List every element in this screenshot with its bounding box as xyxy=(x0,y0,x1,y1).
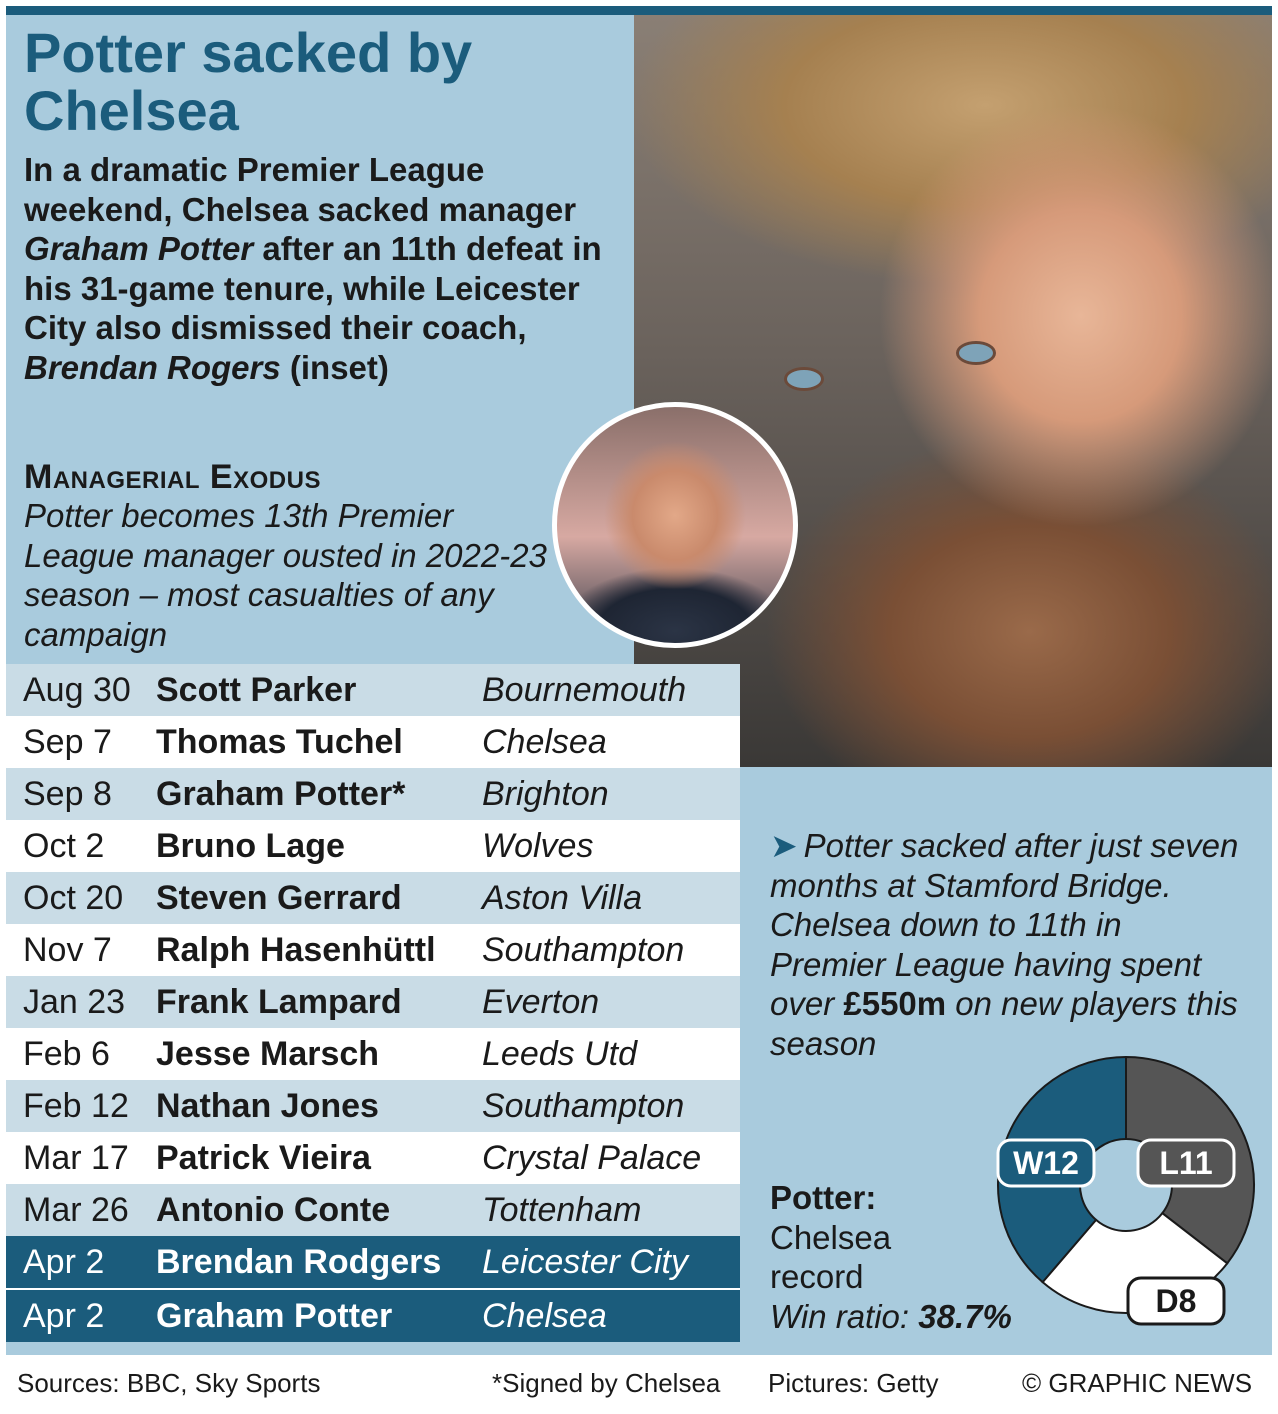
win-ratio-value: 38.7% xyxy=(918,1297,1012,1335)
table-row: Feb 6 Jesse Marsch Leeds Utd xyxy=(6,1028,740,1080)
date-cell: Apr 2 xyxy=(23,1297,105,1335)
photo-eye-left xyxy=(784,367,824,391)
win-ratio: Win ratio: 38.7% xyxy=(770,1297,1050,1337)
manager-cell: Steven Gerrard xyxy=(156,879,402,917)
manager-cell: Nathan Jones xyxy=(156,1087,379,1125)
win-ratio-label: Win ratio: xyxy=(770,1297,919,1335)
footer-sources: Sources: BBC, Sky Sports xyxy=(17,1368,321,1398)
table-row: Sep 8 Graham Potter* Brighton xyxy=(6,768,740,820)
date-cell: Oct 20 xyxy=(23,879,124,917)
rodgers-inset-photo xyxy=(552,402,798,648)
section-text: Potter becomes 13th Premier League manag… xyxy=(24,497,547,653)
date-cell: Aug 30 xyxy=(23,671,131,709)
intro-part-3: (inset) xyxy=(280,348,389,386)
date-cell: Mar 17 xyxy=(23,1139,129,1177)
intro-potter-name: Graham Potter xyxy=(24,230,254,268)
manager-cell: Graham Potter xyxy=(156,1297,393,1335)
club-cell: Chelsea xyxy=(482,723,607,761)
note-amount: £550m xyxy=(843,985,947,1023)
footer-credit: © GRAPHIC NEWS xyxy=(1022,1368,1253,1398)
record-donut-chart: W12 L11 D8 xyxy=(996,1055,1255,1326)
date-cell: Feb 6 xyxy=(23,1035,110,1073)
manager-cell: Patrick Vieira xyxy=(156,1139,371,1177)
donut-label-text: D8 xyxy=(1156,1283,1197,1319)
top-rule xyxy=(6,6,1272,15)
club-cell: Bournemouth xyxy=(482,671,687,709)
intro-text: In a dramatic Premier League weekend, Ch… xyxy=(24,150,624,388)
intro-part-1: In a dramatic Premier League weekend, Ch… xyxy=(24,151,577,228)
donut-label-text: W12 xyxy=(1013,1145,1079,1181)
intro-rogers-name: Brendan Rogers xyxy=(24,348,281,386)
potter-photo xyxy=(634,15,1272,767)
club-cell: Leeds Utd xyxy=(482,1035,637,1073)
club-cell: Southampton xyxy=(482,931,685,969)
manager-cell: Thomas Tuchel xyxy=(156,723,403,761)
table-row: Mar 17 Patrick Vieira Crystal Palace xyxy=(6,1132,740,1184)
date-cell: Oct 2 xyxy=(23,827,105,865)
note-part-2: on new players this season xyxy=(770,985,1238,1062)
table-row: Feb 12 Nathan Jones Southampton xyxy=(6,1080,740,1132)
table-row: Jan 23 Frank Lampard Everton xyxy=(6,976,740,1028)
date-cell: Nov 7 xyxy=(23,931,112,969)
table-row: Mar 26 Antonio Conte Tottenham xyxy=(6,1184,740,1236)
date-cell: Sep 8 xyxy=(23,775,112,813)
club-cell: Everton xyxy=(482,983,600,1021)
club-cell: Brighton xyxy=(482,775,609,813)
club-cell: Crystal Palace xyxy=(482,1139,702,1177)
donut-label-d: D8 xyxy=(1126,1276,1226,1326)
date-cell: Feb 12 xyxy=(23,1087,129,1125)
manager-cell: Brendan Rodgers xyxy=(156,1243,442,1281)
club-cell: Southampton xyxy=(482,1087,685,1125)
note-part-1: Potter sacked after just seven months at… xyxy=(770,827,1239,1023)
photo-eye-right xyxy=(956,341,996,365)
donut-label-text: L11 xyxy=(1159,1145,1212,1181)
table-row: Oct 20 Steven Gerrard Aston Villa xyxy=(6,872,740,924)
table-row: Nov 7 Ralph Hasenhüttl Southampton xyxy=(6,924,740,976)
manager-cell: Jesse Marsch xyxy=(156,1035,380,1073)
club-cell: Wolves xyxy=(482,827,594,865)
footer-pictures: Pictures: Getty xyxy=(768,1368,939,1398)
table-row: Apr 2 Brendan Rodgers Leicester City xyxy=(6,1236,740,1288)
intro-part-2: after an 11th defeat in his 31-game tenu… xyxy=(24,230,602,347)
date-cell: Mar 26 xyxy=(23,1191,129,1229)
table-row: Aug 30 Scott Parker Bournemouth xyxy=(6,664,740,716)
record-title: Potter: xyxy=(770,1179,877,1216)
club-cell: Chelsea xyxy=(482,1297,607,1335)
table-row: Apr 2 Graham Potter Chelsea xyxy=(6,1288,740,1342)
club-cell: Aston Villa xyxy=(482,879,643,917)
record-text: Potter: Chelsea record Win ratio: 38.7% xyxy=(770,1178,1050,1336)
manager-cell: Antonio Conte xyxy=(156,1191,391,1229)
note-text: ➤ Potter sacked after just seven months a… xyxy=(770,826,1240,1064)
donut-label-l: L11 xyxy=(1136,1138,1236,1188)
manager-cell: Graham Potter* xyxy=(156,775,406,813)
departures-table: Aug 30 Scott Parker Bournemouth Sep 7 Thomas… xyxy=(6,664,740,1342)
footer-footnote: *Signed by Chelsea xyxy=(492,1368,721,1398)
table-row: Sep 7 Thomas Tuchel Chelsea xyxy=(6,716,740,768)
manager-cell: Scott Parker xyxy=(156,671,357,709)
club-cell: Leicester City xyxy=(482,1243,688,1281)
manager-cell: Bruno Lage xyxy=(156,827,345,865)
record-line-1: Chelsea xyxy=(770,1218,892,1256)
headline: Potter sacked by Chelsea xyxy=(24,21,473,142)
manager-cell: Frank Lampard xyxy=(156,983,402,1021)
arrow-icon: ➤ xyxy=(770,827,798,864)
manager-cell: Ralph Hasenhüttl xyxy=(156,931,436,969)
club-cell: Tottenham xyxy=(482,1191,642,1229)
donut-label-w: W12 xyxy=(996,1138,1096,1188)
date-cell: Jan 23 xyxy=(23,983,126,1021)
date-cell: Sep 7 xyxy=(23,723,112,761)
record-line-2: record xyxy=(770,1258,864,1296)
table-row: Oct 2 Bruno Lage Wolves xyxy=(6,820,740,872)
section-heading: Managerial Exodus xyxy=(24,458,321,496)
date-cell: Apr 2 xyxy=(23,1243,105,1281)
